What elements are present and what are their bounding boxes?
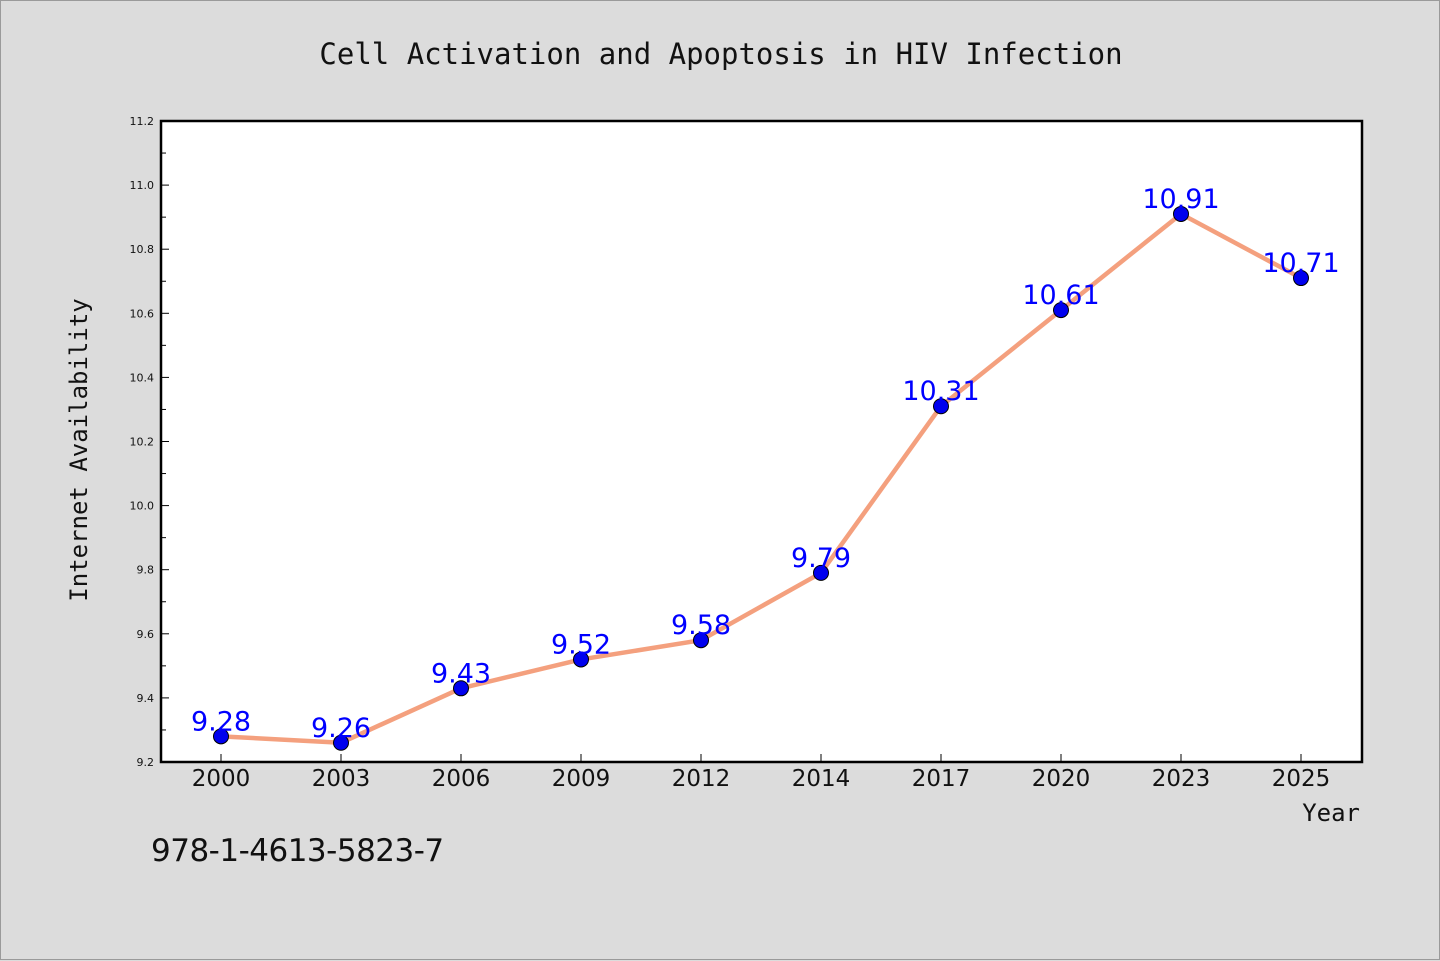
data-label: 10.91 [1142, 184, 1219, 215]
data-point [1293, 270, 1309, 287]
y-tick-label: 10.4 [130, 371, 155, 384]
data-label: 10.71 [1262, 248, 1339, 279]
x-tick-label: 2012 [672, 766, 731, 792]
data-point [693, 632, 709, 649]
x-axis: 2000 2003 2006 2009 2012 2014 2017 2020 2023 2025 [192, 754, 1331, 792]
data-point [1053, 302, 1069, 319]
data-label: 9.58 [671, 610, 731, 641]
data-label: 10.31 [902, 376, 979, 407]
x-tick-label: 2003 [312, 766, 371, 792]
x-tick-label: 2014 [792, 766, 851, 792]
y-tick-label: 10.2 [130, 436, 155, 449]
data-point [813, 564, 829, 581]
data-point [453, 680, 469, 697]
y-tick-label: 10.6 [130, 307, 155, 320]
data-label: 9.28 [191, 706, 251, 737]
y-tick-label: 11.2 [130, 115, 155, 128]
data-label: 9.26 [311, 713, 371, 744]
data-label: 9.79 [791, 543, 851, 574]
data-point [1173, 205, 1189, 222]
y-tick-label: 10.8 [130, 243, 155, 256]
data-point [213, 728, 229, 745]
x-tick-label: 2025 [1272, 766, 1331, 792]
y-tick-label: 9.4 [137, 692, 155, 705]
x-tick-label: 2000 [192, 766, 251, 792]
y-tick-label: 9.6 [137, 628, 155, 641]
y-axis: 9.2 9.4 9.6 9.8 10.0 10.2 10.4 10.6 10.8 11.0 11.2 [130, 115, 169, 769]
data-label: 9.43 [431, 658, 491, 689]
data-labels: 9.28 9.26 9.43 9.52 9.58 9.79 10.31 10.61 10.91 1… [191, 184, 1340, 744]
x-tick-label: 2023 [1152, 766, 1211, 792]
y-tick-label: 9.2 [137, 756, 155, 769]
y-tick-label: 9.8 [137, 564, 155, 577]
x-tick-label: 2017 [912, 766, 971, 792]
x-axis-label: Year [1302, 799, 1360, 827]
data-label: 10.61 [1022, 280, 1099, 311]
y-tick-label: 11.0 [130, 179, 155, 192]
y-tick-label: 10.0 [130, 500, 155, 513]
chart-title: Cell Activation and Apoptosis in HIV Inf… [319, 37, 1122, 71]
x-tick-label: 2020 [1032, 766, 1091, 792]
isbn-text: 978-1-4613-5823-7 [151, 833, 444, 869]
series-polyline [218, 211, 1304, 746]
data-point [933, 398, 949, 415]
y-axis-label: Internet Availability [65, 298, 93, 601]
x-tick-label: 2009 [552, 766, 611, 792]
data-point [333, 734, 349, 751]
data-label: 9.52 [551, 629, 611, 660]
series-markers [213, 205, 1309, 751]
series-line [218, 211, 1304, 746]
data-point [573, 651, 589, 668]
x-tick-label: 2006 [432, 766, 491, 792]
